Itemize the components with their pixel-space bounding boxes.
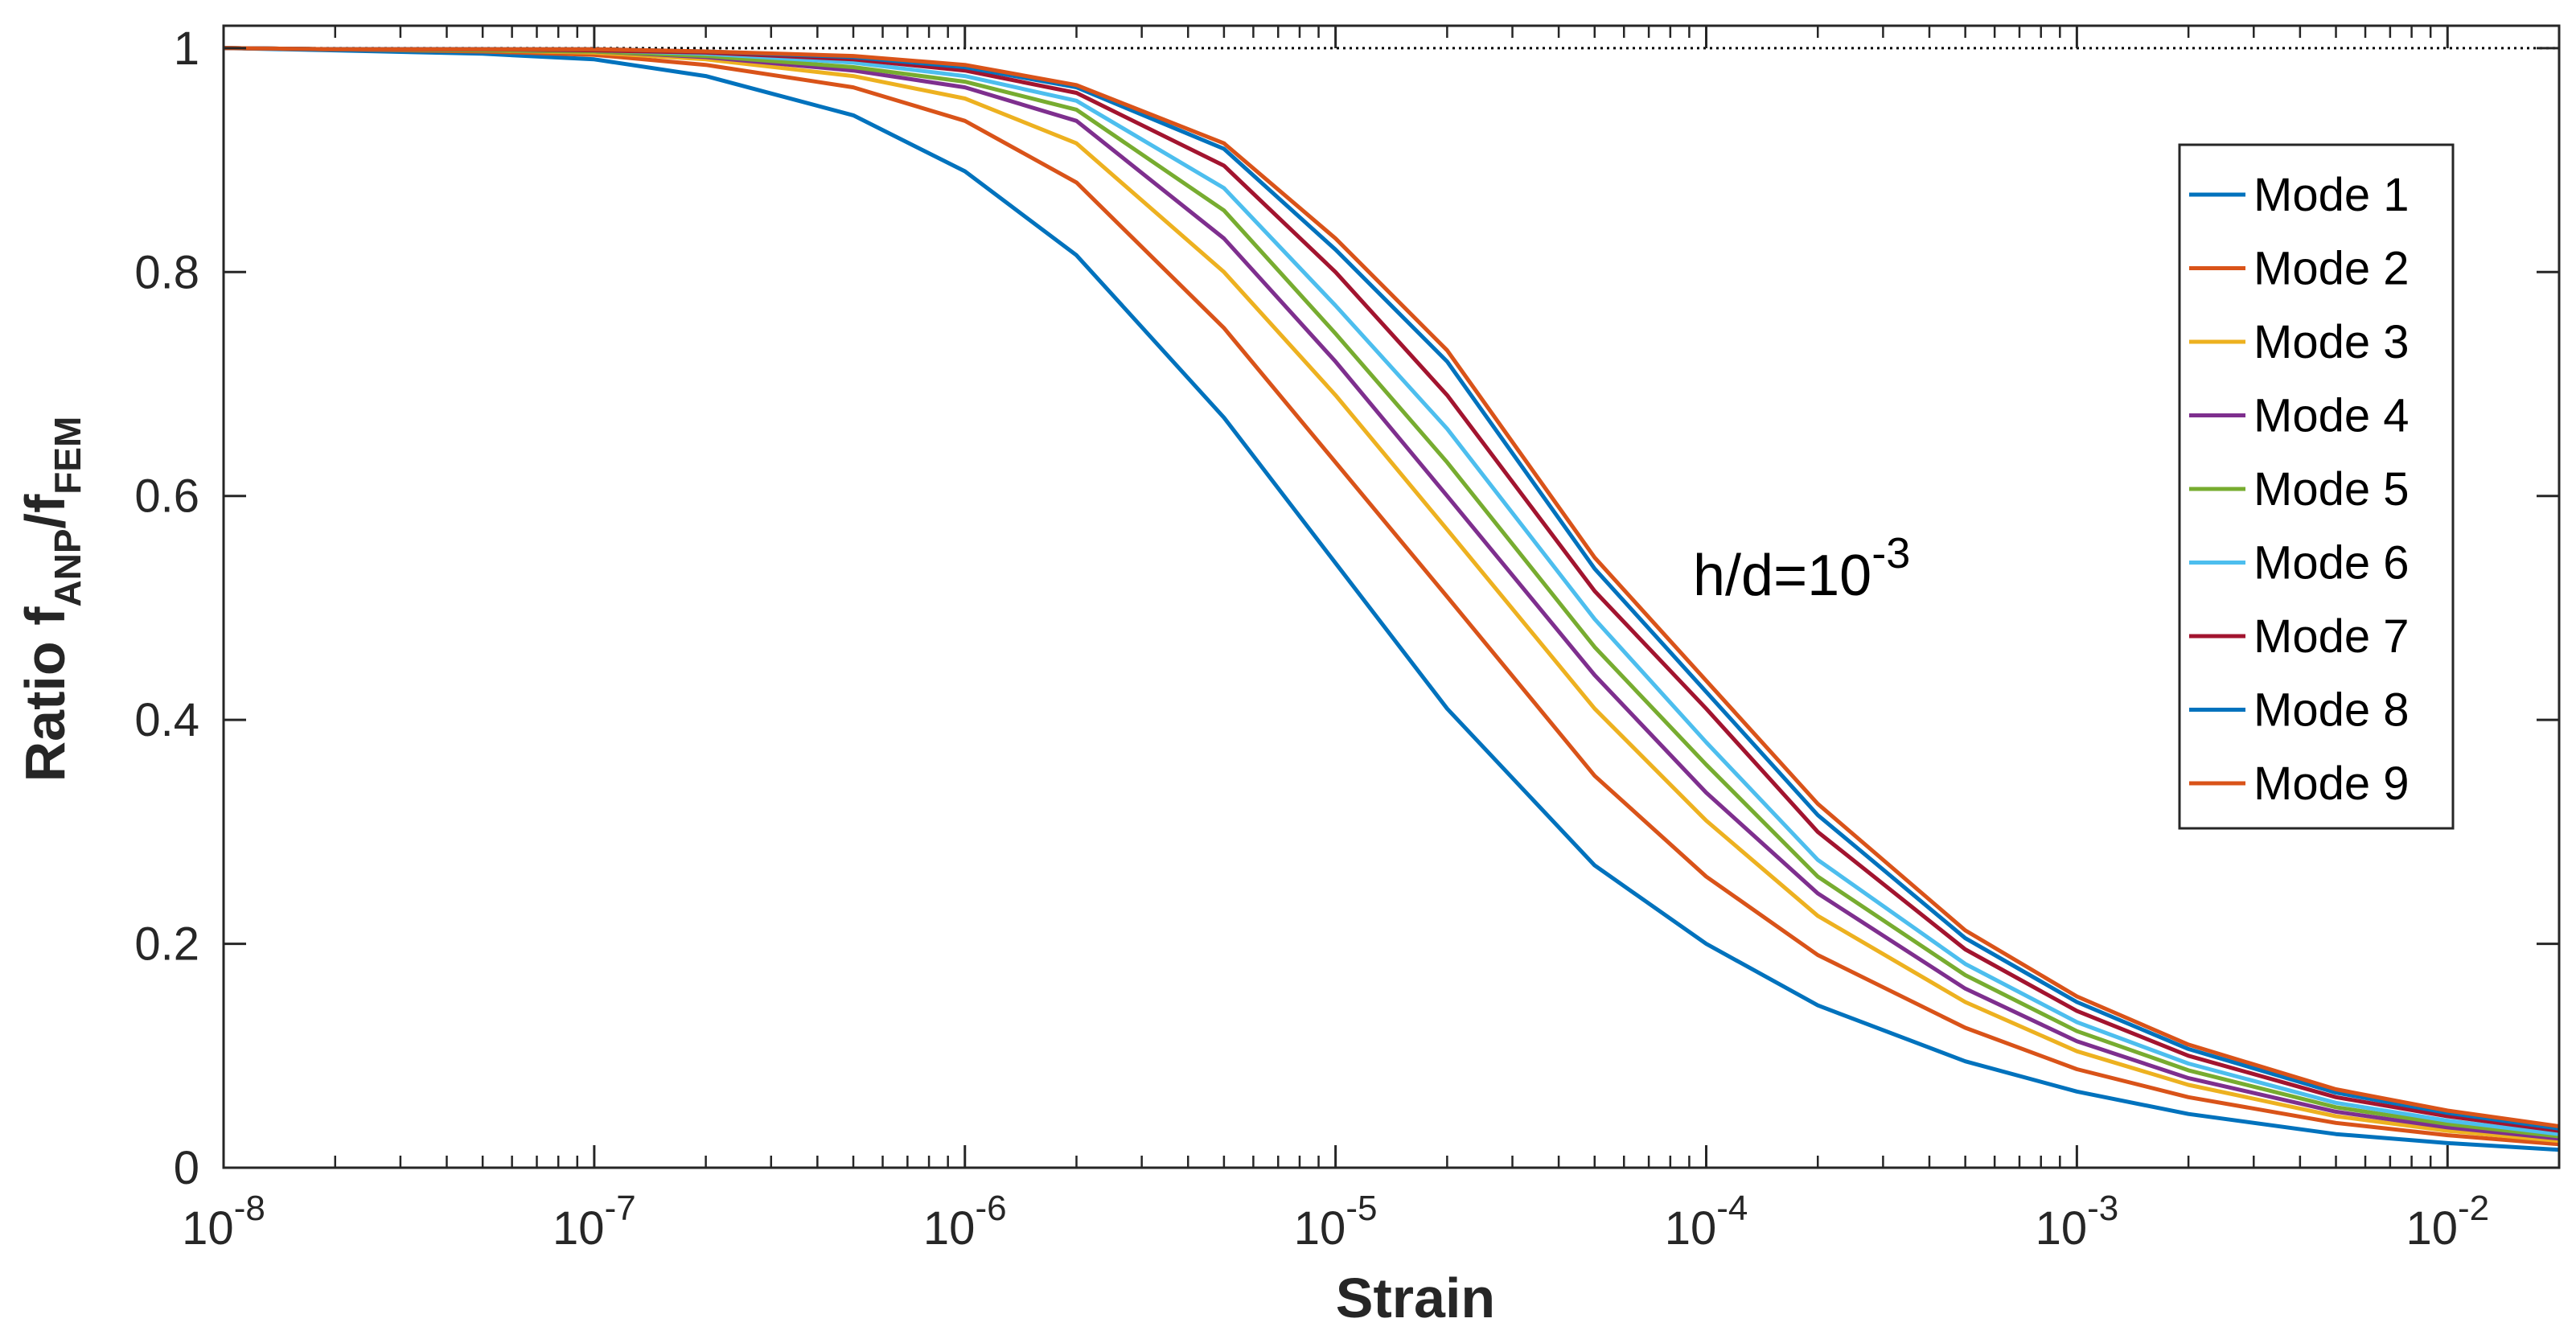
legend: Mode 1 Mode 2 Mode 3 Mode 4 Mode 5 Mode 6 Mode… xyxy=(2178,143,2455,830)
x-tick-label: 10-8 xyxy=(182,1189,265,1255)
y-axis-title-prefix: Ratio f xyxy=(14,606,76,782)
legend-label-mode-7: Mode 7 xyxy=(2253,610,2409,663)
annotation-h-d: h/d=10-3 xyxy=(1693,529,1910,608)
legend-label-mode-1: Mode 1 xyxy=(2253,169,2409,221)
legend-label-mode-6: Mode 6 xyxy=(2253,537,2409,589)
legend-label-mode-9: Mode 9 xyxy=(2253,758,2409,810)
y-tick-label: 0.6 xyxy=(134,470,199,523)
x-tick-label: 10-2 xyxy=(2405,1189,2489,1255)
legend-label-mode-2: Mode 2 xyxy=(2253,243,2409,295)
y-tick-label: 0.8 xyxy=(134,246,199,298)
y-axis-title: Ratio fANP/fFEM xyxy=(14,417,88,782)
x-tick-label: 10-3 xyxy=(2036,1189,2119,1255)
annotation-exp: -3 xyxy=(1871,529,1910,577)
axes-layer: 0 0.2 0.4 0.6 0.8 1 10-8 10-7 10-6 10-5 10-4 10-3 10… xyxy=(134,23,2561,1255)
y-tick-label: 0.2 xyxy=(134,918,199,971)
y-axis-title-mid: /f xyxy=(14,494,76,528)
series-layer xyxy=(223,46,2560,1152)
series-line-mode-1 xyxy=(223,46,2560,1152)
series-line-mode-2 xyxy=(223,46,2560,1147)
annotation-base: h/d=10 xyxy=(1693,544,1871,608)
legend-label-mode-4: Mode 4 xyxy=(2253,390,2409,442)
series-line-mode-9 xyxy=(223,46,2560,1128)
y-tick-label: 0 xyxy=(174,1142,199,1194)
y-tick-label: 1 xyxy=(174,23,199,75)
x-tick-label: 10-6 xyxy=(923,1189,1007,1255)
legend-label-mode-3: Mode 3 xyxy=(2253,316,2409,368)
x-tick-label: 10-5 xyxy=(1294,1189,1378,1255)
x-tick-label: 10-4 xyxy=(1665,1189,1748,1255)
axes-box xyxy=(222,24,2561,1169)
x-axis-title: Strain xyxy=(1336,1267,1495,1329)
x-tick-label: 10-7 xyxy=(553,1189,636,1255)
y-tick-label: 0.4 xyxy=(134,694,199,746)
y-axis-title-sub-fem: FEM xyxy=(47,417,88,495)
legend-label-mode-8: Mode 8 xyxy=(2253,684,2409,737)
y-axis-title-sub-anp: ANP xyxy=(47,528,88,606)
legend-label-mode-5: Mode 5 xyxy=(2253,463,2409,515)
legend-box xyxy=(2178,143,2455,830)
